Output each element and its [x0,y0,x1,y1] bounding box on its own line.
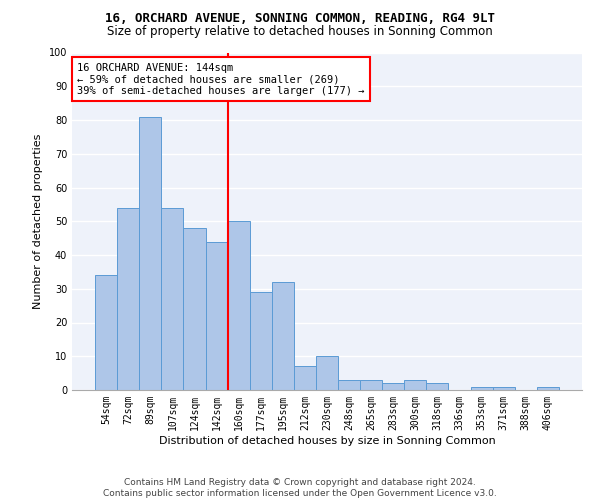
Bar [404,380,427,390]
Bar [360,380,382,390]
Bar [338,380,360,390]
Text: 16 ORCHARD AVENUE: 144sqm
← 59% of detached houses are smaller (269)
39% of semi: 16 ORCHARD AVENUE: 144sqm ← 59% of detac… [77,62,365,96]
Bar [537,386,559,390]
Bar [294,366,316,390]
X-axis label: Distribution of detached houses by size in Sonning Common: Distribution of detached houses by size … [158,436,496,446]
Bar [427,383,448,390]
Text: Size of property relative to detached houses in Sonning Common: Size of property relative to detached ho… [107,25,493,38]
Bar [95,275,117,390]
Bar [227,221,250,390]
Bar [470,386,493,390]
Bar [161,208,184,390]
Bar [139,116,161,390]
Bar [316,356,338,390]
Bar [493,386,515,390]
Y-axis label: Number of detached properties: Number of detached properties [33,134,43,309]
Bar [184,228,206,390]
Bar [117,208,139,390]
Bar [272,282,294,390]
Bar [206,242,227,390]
Bar [382,383,404,390]
Text: 16, ORCHARD AVENUE, SONNING COMMON, READING, RG4 9LT: 16, ORCHARD AVENUE, SONNING COMMON, READ… [105,12,495,26]
Text: Contains HM Land Registry data © Crown copyright and database right 2024.
Contai: Contains HM Land Registry data © Crown c… [103,478,497,498]
Bar [250,292,272,390]
